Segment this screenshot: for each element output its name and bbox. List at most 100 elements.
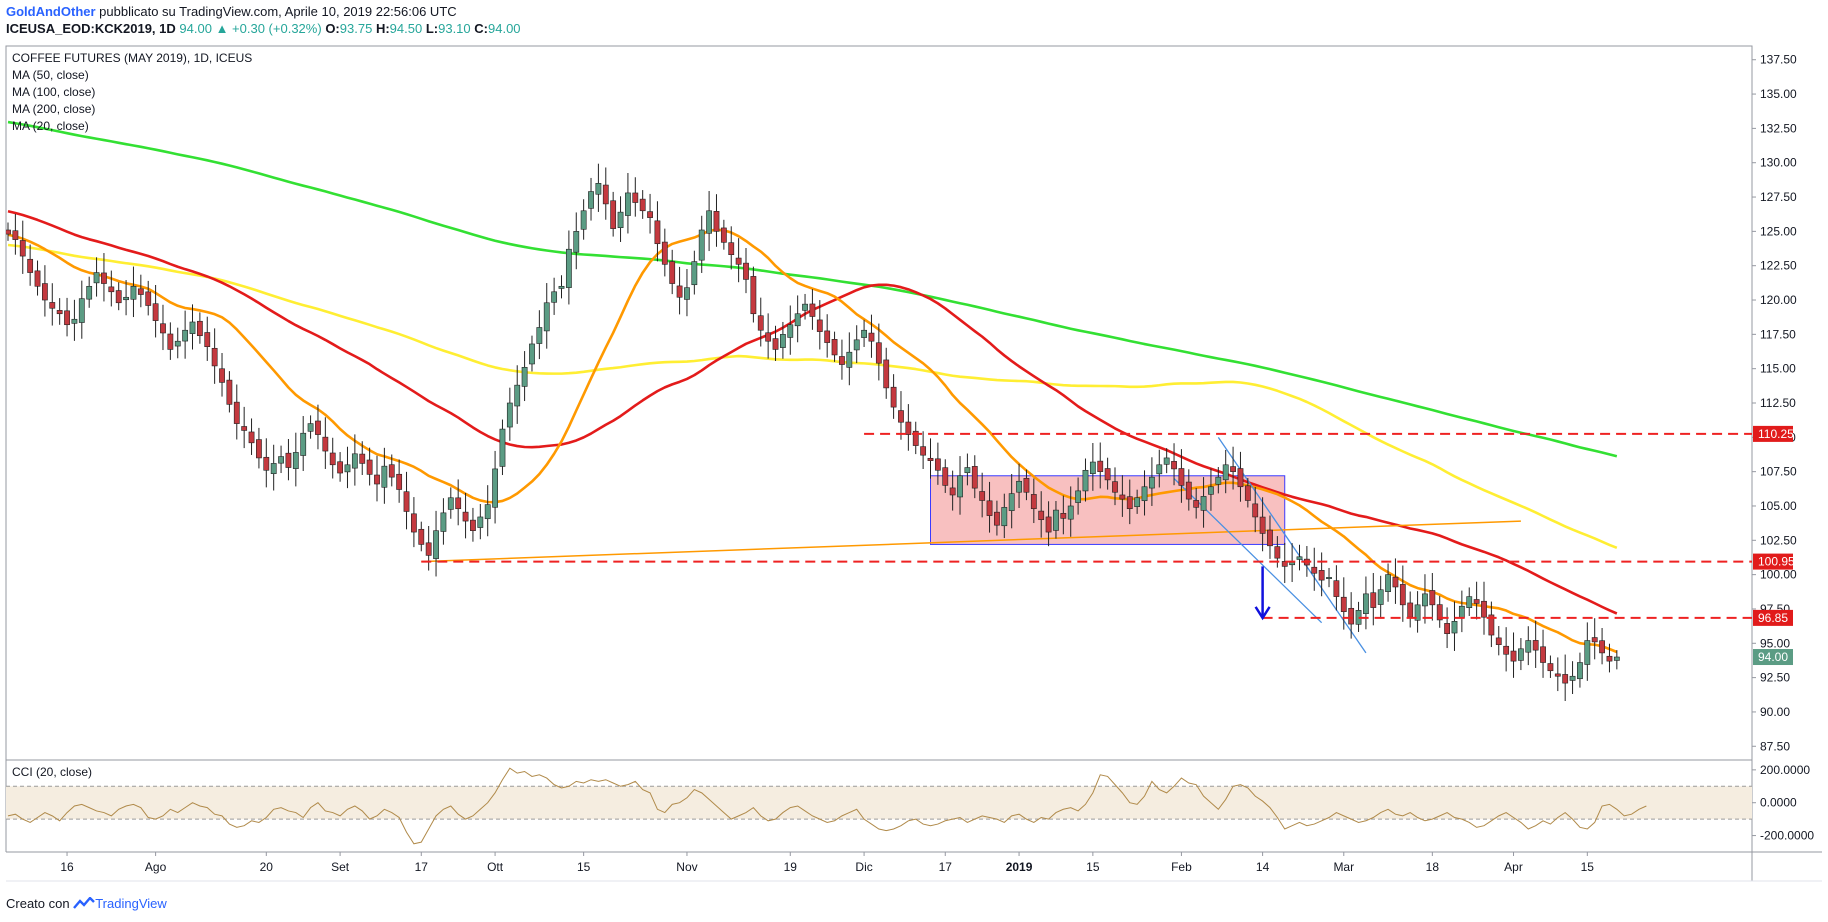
candle-body [750,276,757,315]
candle-body [123,296,129,301]
candle-body [1436,604,1443,621]
candle-body [270,463,277,475]
candle-body [543,302,550,332]
legend-entry: MA (50, close) [12,68,89,82]
symbol-name: ICEUSA_EOD:KCK2019, 1D [6,21,176,36]
candle-body [1407,602,1414,618]
candle-body [160,323,166,334]
candle-body [595,183,602,195]
candle-body [713,211,720,232]
candle-body [1554,673,1561,677]
down-arrow-head [1254,606,1271,621]
candle-body [285,452,292,468]
y-tick-label: 100.00 [1760,568,1797,582]
candle-body [1318,570,1325,581]
candle-body [853,339,860,351]
candle-body [1348,607,1355,625]
candle-body [152,303,159,321]
candle-body [934,458,941,471]
candle-body [986,500,993,516]
candle-body [779,334,786,348]
candle-body [329,452,336,466]
price-label: 100.95 [1758,555,1795,569]
candle-body [263,456,270,471]
candle-body [1422,593,1428,607]
x-tick-label: 14 [1256,860,1270,874]
candle-body [307,423,314,432]
candle-body [1089,461,1096,474]
candle-body [728,242,735,256]
candle-body [1281,561,1288,567]
price-chart[interactable]: 137.50 135.00 132.50 130.00 127.50 125.00 122.… [0,40,1828,890]
candle-body [1038,510,1045,521]
candle-body [684,287,690,300]
x-tick-label: 2019 [1006,860,1033,874]
candle-body [521,366,528,387]
candle-body [1473,599,1480,604]
x-tick-label: Apr [1504,860,1523,874]
candle-body [1451,621,1458,634]
y-tick-label: 120.00 [1760,293,1797,307]
candle-body [167,333,174,350]
candle-body [536,327,543,344]
candle-body [949,487,956,496]
candle-body [1149,476,1155,489]
candle-body [558,285,565,289]
candle-body [130,285,137,300]
candle-body [1569,675,1576,681]
published-text: pubblicato su TradingView.com, Aprile 10… [99,4,457,19]
candle-body [1444,623,1450,634]
candle-body [565,248,572,288]
candle-body [883,359,890,389]
close-value: 94.00 [488,21,521,36]
candle-body [1584,640,1591,665]
candle-body [676,285,683,298]
candle-body [492,468,498,508]
candle-body [1156,464,1163,475]
candle-body [56,310,63,315]
author-link[interactable]: GoldAndOther [6,4,96,19]
candle-body [1193,500,1200,508]
candle-body [1481,600,1487,618]
candle-body [344,464,351,473]
candle-body [49,302,56,309]
candle-body [322,436,329,452]
close-label: C: [474,21,488,36]
candle-body [691,261,698,286]
candle-body [241,426,248,431]
candle-body [1119,494,1126,500]
candle-body [942,467,949,486]
tradingview-logo-icon [73,896,96,909]
candle-body [211,347,218,367]
footer-brand[interactable]: TradingView [95,896,167,911]
candle-body [410,513,417,533]
last-price: 94.00 [179,21,212,36]
candle-body [802,303,808,311]
candle-body [226,379,233,405]
x-tick-label: 15 [577,860,591,874]
candle-body [816,319,823,332]
candle-body [1370,592,1377,608]
chart-title: COFFEE FUTURES (MAY 2019), 1D, ICEUS [12,51,252,65]
candle-body [101,272,107,284]
candle-body [964,467,971,474]
candle-body [1215,476,1222,485]
candle-body [551,291,558,303]
candle-body [794,313,801,327]
y-tick-label: 95.00 [1760,636,1790,650]
candle-body [233,401,240,424]
candle-body [1503,645,1510,655]
candle-body [1591,637,1598,643]
candle-body [433,530,439,559]
candle-body [639,198,646,212]
candle-body [1200,496,1207,511]
candle-body [366,459,373,475]
candle-body [108,286,115,293]
candle-body [617,211,624,228]
x-tick-label: Ott [487,860,504,874]
candle-body [19,240,26,257]
candle-body [189,321,196,334]
candle-body [1289,561,1296,566]
candle-body [898,410,904,423]
candle-body [137,288,144,295]
